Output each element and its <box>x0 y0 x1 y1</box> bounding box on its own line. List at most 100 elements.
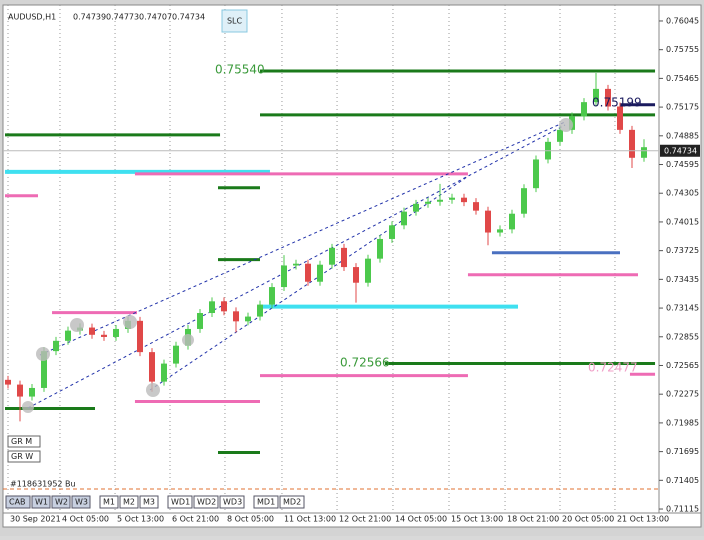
swing-marker <box>70 318 84 332</box>
toolbar-button[interactable] <box>253 495 279 509</box>
toolbar-button-label[interactable]: W1 <box>35 498 48 507</box>
y-tick-label: 0.74305 <box>666 189 699 198</box>
swing-marker <box>123 315 137 329</box>
y-tick-label: 0.72855 <box>666 332 699 341</box>
swing-marker <box>182 334 194 346</box>
toolbar-button[interactable] <box>139 495 159 509</box>
candle-body <box>377 238 383 259</box>
candle-body <box>269 287 275 305</box>
x-tick-label: 30 Sep 2021 <box>10 515 61 524</box>
side-button-label[interactable]: GR M <box>11 437 32 446</box>
swing-marker <box>146 383 160 397</box>
candle-body <box>437 199 443 202</box>
header-symbol: AUDUSD,H1 <box>8 13 56 22</box>
x-tick-label: 15 Oct 13:00 <box>451 515 503 524</box>
toolbar-button[interactable] <box>219 495 245 509</box>
toolbar-button-label[interactable]: CAB <box>9 498 26 507</box>
x-tick-label: 6 Oct 21:00 <box>172 515 219 524</box>
toolbar-button-label[interactable]: W2 <box>55 498 68 507</box>
side-button-label[interactable]: GR W <box>11 452 33 461</box>
candle-body <box>113 328 119 337</box>
y-tick-label: 0.71695 <box>666 447 699 456</box>
toolbar-button-label[interactable]: MD1 <box>257 498 275 507</box>
candle-body <box>65 330 71 341</box>
candle-body <box>353 267 359 283</box>
x-tick-label: 12 Oct 21:00 <box>339 515 391 524</box>
toolbar-button[interactable] <box>71 495 91 509</box>
toolbar-button[interactable] <box>119 495 139 509</box>
x-tick-label: 8 Oct 05:00 <box>227 515 274 524</box>
x-tick-label: 20 Oct 05:00 <box>562 515 614 524</box>
slc-button[interactable] <box>221 9 248 33</box>
toolbar-button-label[interactable]: WD1 <box>171 498 190 507</box>
toolbar-button[interactable] <box>99 495 119 509</box>
candle-body <box>257 304 263 317</box>
y-tick-label: 0.73725 <box>666 246 699 255</box>
candle-body <box>101 334 107 337</box>
toolbar-button-label[interactable]: M1 <box>103 498 115 507</box>
toolbar-button[interactable] <box>193 495 219 509</box>
candle-body <box>605 88 611 107</box>
x-tick-label: 11 Oct 13:00 <box>284 515 336 524</box>
candle-body <box>197 313 203 329</box>
y-tick-label: 0.74885 <box>666 131 699 140</box>
candle-body <box>497 229 503 233</box>
toolbar-button-label[interactable]: M3 <box>143 498 155 507</box>
toolbar-button[interactable] <box>5 495 31 509</box>
header-low: 0.74707 <box>139 13 172 22</box>
candle-body <box>173 345 179 364</box>
x-tick-label: 5 Oct 13:00 <box>117 515 164 524</box>
order-label: #118631952 Bu <box>10 480 76 489</box>
slc-button-label[interactable]: SLC <box>227 17 243 26</box>
channel-line <box>27 124 566 409</box>
candle-body <box>485 210 491 233</box>
toolbar-button[interactable] <box>167 495 193 509</box>
candle-body <box>413 203 419 212</box>
toolbar-button-label[interactable]: W3 <box>75 498 88 507</box>
toolbar-button-label[interactable]: MD2 <box>283 498 301 507</box>
y-tick-label: 0.71405 <box>666 476 699 485</box>
swing-marker <box>22 401 34 413</box>
toolbar-button[interactable] <box>51 495 71 509</box>
side-button[interactable] <box>7 435 41 448</box>
toolbar-button-label[interactable]: WD2 <box>197 498 216 507</box>
y-tick-label: 0.71115 <box>666 505 699 514</box>
last-price-box <box>660 144 700 157</box>
swing-markers <box>22 118 573 413</box>
candle-body <box>641 147 647 158</box>
candle-body <box>245 316 251 322</box>
y-tick-label: 0.75755 <box>666 45 699 54</box>
candle-body <box>401 211 407 226</box>
level-label: 0.75540 <box>215 63 265 77</box>
price-axis <box>658 4 702 514</box>
toolbar: CAB W1 W2 W3 M1 M2 M3 WD1 WD2 WD3 MD1 MD2 <box>5 495 305 509</box>
side-button[interactable] <box>7 450 41 463</box>
swing-marker <box>36 347 50 361</box>
toolbar-button-label[interactable]: WD3 <box>223 498 242 507</box>
toolbar-button[interactable] <box>31 495 51 509</box>
header-close: 0.74734 <box>172 13 205 22</box>
y-tick-label: 0.74015 <box>666 217 699 226</box>
candle-body <box>17 384 23 397</box>
y-tick-label: 0.74595 <box>666 160 699 169</box>
header-open: 0.74739 <box>73 13 106 22</box>
y-tick-label: 0.72275 <box>666 390 699 399</box>
x-tick-label: 4 Oct 05:00 <box>62 515 109 524</box>
candle-body <box>629 129 635 158</box>
candle-body <box>317 264 323 282</box>
candle-body <box>557 129 563 142</box>
header-high: 0.74773 <box>106 13 139 22</box>
y-tick-label: 0.71985 <box>666 418 699 427</box>
y-tick-label: 0.75465 <box>666 74 699 83</box>
toolbar-button[interactable] <box>279 495 305 509</box>
candle-body <box>41 351 47 388</box>
candle-body <box>161 363 167 382</box>
candle-body <box>533 159 539 189</box>
toolbar-button-label[interactable]: M2 <box>123 498 135 507</box>
swing-marker <box>559 118 573 132</box>
candle-body <box>233 311 239 322</box>
candle-body <box>5 379 11 385</box>
candle-body <box>293 263 299 266</box>
levels <box>5 69 656 455</box>
